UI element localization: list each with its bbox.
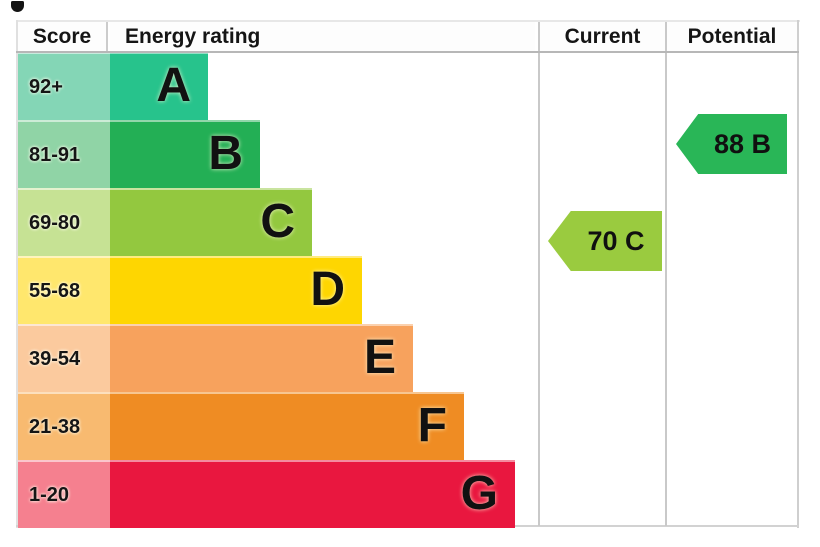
score-range-label: 39-54 [29, 348, 81, 370]
current-column-divider [538, 22, 540, 526]
score-cell: 1-20 [18, 460, 110, 528]
potential-rating-arrow: 88 B [676, 114, 787, 174]
band-letter: A [156, 59, 191, 112]
rating-bar: D [110, 256, 362, 324]
score-cell: 39-54 [18, 324, 110, 392]
band-letter: G [460, 467, 498, 520]
rating-bar: A [110, 52, 208, 120]
score-range-label: 1-20 [29, 484, 70, 506]
rating-bar: F [110, 392, 464, 460]
current-rating-label: 70 C [587, 225, 645, 256]
band-letter: E [363, 331, 396, 384]
score-range-label: 92+ [29, 76, 63, 98]
rating-row: 21-38 F [18, 392, 800, 460]
band-letter: D [310, 263, 345, 316]
potential-rating-label: 88 B [713, 128, 772, 159]
rating-row: 92+ A [18, 52, 800, 120]
header-potential: Potential [667, 22, 797, 52]
table-top-border [16, 20, 800, 22]
rating-row: 69-80 C [18, 188, 800, 256]
artifact-mark [11, 1, 24, 12]
score-cell: 69-80 [18, 188, 110, 256]
rating-row: 81-91 B [18, 120, 800, 188]
rating-rows: 92+ A 81-91 B 69-80 C 55-68 D [18, 52, 800, 528]
rating-row: 55-68 D [18, 256, 800, 324]
rating-bar: B [110, 120, 260, 188]
band-letter: F [417, 399, 447, 452]
current-rating-arrow: 70 C [548, 211, 662, 271]
rating-bar: E [110, 324, 413, 392]
table-left-border [16, 20, 18, 528]
score-range-label: 55-68 [29, 280, 81, 302]
score-cell: 21-38 [18, 392, 110, 460]
header-energy-rating: Energy rating [110, 22, 535, 52]
table-right-border [797, 20, 799, 528]
rating-row: 1-20 G [18, 460, 800, 528]
rating-bar: C [110, 188, 312, 256]
rating-row: 39-54 E [18, 324, 800, 392]
header-score: Score [18, 22, 106, 52]
score-range-label: 21-38 [29, 416, 81, 438]
header-score-divider [106, 22, 108, 51]
header-current: Current [540, 22, 665, 52]
header-underline [16, 51, 799, 53]
band-letter: B [208, 127, 243, 180]
band-letter: C [260, 195, 295, 248]
rating-bar: G [110, 460, 515, 528]
potential-column-divider [665, 22, 667, 526]
score-range-label: 81-91 [29, 144, 81, 166]
score-range-label: 69-80 [29, 212, 81, 234]
score-cell: 92+ [18, 52, 110, 120]
score-cell: 81-91 [18, 120, 110, 188]
score-cell: 55-68 [18, 256, 110, 324]
